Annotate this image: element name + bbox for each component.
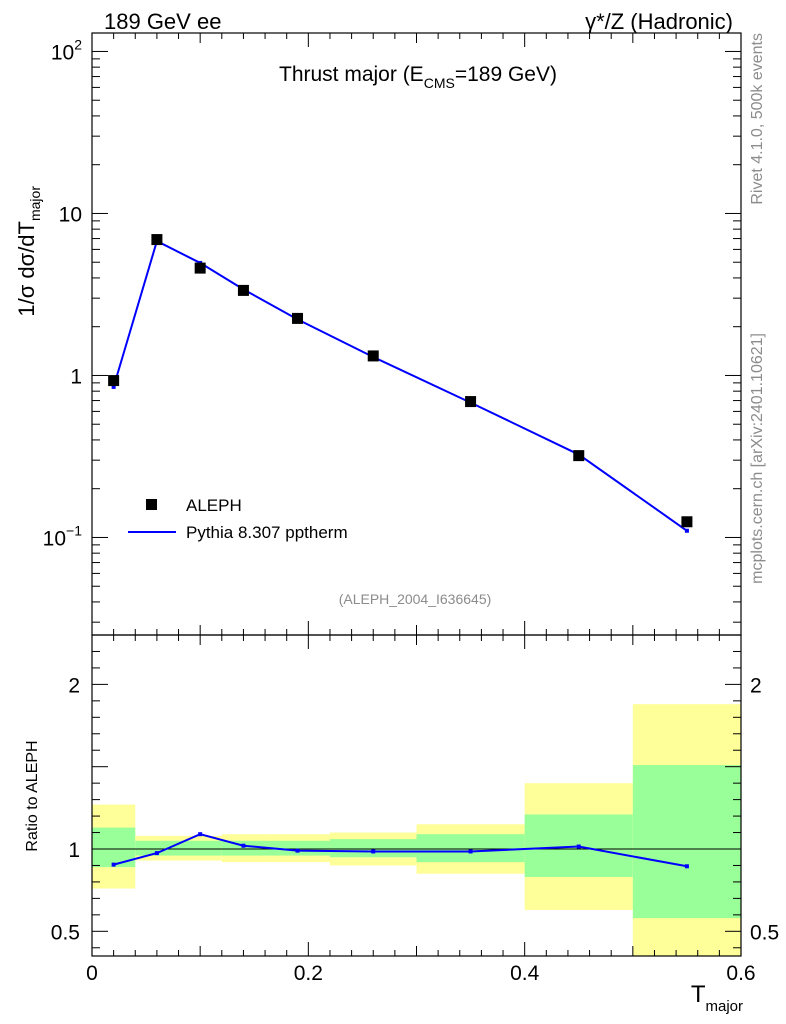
aleph-data-point [108, 375, 120, 387]
x-axis-label: Tmajor [691, 981, 743, 1015]
mc-curve [112, 239, 688, 532]
main-y-tick-label: 10 [59, 203, 82, 226]
ratio-y-axis-label: Ratio to ALEPH [24, 740, 41, 851]
mc-point [111, 384, 116, 389]
ylabel-main: 1/σ dσ/dT [14, 221, 39, 317]
inner-uncertainty-band [416, 834, 525, 863]
ratio-point [576, 844, 581, 849]
ratio-panel: 0.5 0.5 1 2 2 0 0.2 0.4 0.6 Ratio to ALEPH Tmaj… [24, 634, 779, 1015]
aleph-data-series [108, 234, 693, 528]
x-tick-labels: 0 0.2 0.4 0.6 [86, 962, 755, 985]
aleph-data-point [194, 262, 206, 274]
x-tick-label: 0 [86, 962, 98, 985]
ratio-point [154, 851, 159, 856]
ratio-y-tick-labels: 0.5 0.5 1 2 2 [51, 674, 779, 944]
ratio-point [684, 864, 689, 869]
main-plot-title: Thrust major (ECMS=189 GeV) [279, 63, 557, 91]
aleph-data-point [292, 312, 304, 324]
ratio-y-tick-label-left: 1 [68, 839, 80, 862]
aleph-data-point [237, 284, 249, 296]
aleph-data-point [681, 516, 693, 528]
uncertainty-bands [92, 704, 741, 956]
ratio-plot-frame [91, 634, 742, 957]
header-right-label: γ*/Z (Hadronic) [585, 9, 733, 34]
ratio-series [111, 832, 689, 869]
title-tail: =189 GeV) [455, 63, 557, 86]
ratio-y-tick-label-right: 2 [750, 674, 762, 697]
x-tick-label: 0.6 [726, 962, 755, 985]
main-y-tick-labels: 10−1 1 10 102 [43, 36, 83, 550]
ratio-point [111, 862, 116, 867]
inner-uncertainty-band [135, 840, 179, 856]
inner-uncertainty-band [329, 839, 417, 858]
main-plot-frame [91, 32, 742, 636]
xlabel-subscript: major [705, 998, 743, 1015]
ratio-point [468, 849, 473, 854]
inner-uncertainty-band [221, 840, 266, 856]
header-left-label: 189 GeV ee [104, 9, 221, 34]
mc-series [111, 239, 689, 533]
inner-uncertainty-band [632, 765, 741, 919]
inner-uncertainty-band [265, 840, 330, 856]
main-panel: Thrust major (ECMS=189 GeV) 1/σ dσ/dTmaj… [14, 32, 742, 636]
legend-data-label: ALEPH [186, 496, 242, 515]
main-y-tick-label: 10−1 [43, 522, 83, 550]
rivet-version-label: Rivet 4.1.0, 500k events [749, 33, 766, 205]
mcplots-label: mcplots.cern.ch [arXiv:2401.10621] [749, 333, 766, 584]
x-tick-label: 0.4 [510, 962, 540, 985]
inner-uncertainty-band [178, 840, 222, 856]
ratio-point [371, 849, 376, 854]
mc-point [684, 528, 689, 533]
title-subscript: CMS [424, 75, 455, 91]
aleph-data-point [573, 450, 585, 462]
analysis-tag: (ALEPH_2004_I636645) [339, 591, 492, 607]
ratio-y-tick-label-left: 2 [68, 674, 80, 697]
aleph-data-point [367, 350, 379, 362]
main-y-tick-label: 102 [51, 36, 82, 64]
aleph-data-point [151, 234, 163, 246]
main-y-tick-label: 1 [70, 365, 82, 388]
main-y-axis-label: 1/σ dσ/dTmajor [14, 186, 43, 317]
x-tick-label: 0.2 [294, 962, 323, 985]
title-main: Thrust major (E [279, 63, 424, 86]
legend-mc-label: Pythia 8.307 pptherm [186, 523, 348, 542]
aleph-data-point [465, 396, 477, 408]
legend-data-marker [146, 499, 157, 510]
main-axis-ticks [91, 33, 742, 635]
xlabel-main: T [691, 981, 706, 1008]
ratio-point [295, 848, 300, 853]
ratio-point [198, 832, 203, 837]
ylabel-subscript: major [27, 186, 43, 221]
ratio-y-tick-label-right: 0.5 [750, 921, 779, 944]
ratio-point [241, 843, 246, 848]
ratio-y-tick-label-left: 0.5 [51, 921, 80, 944]
legend: ALEPH Pythia 8.307 pptherm [128, 496, 348, 542]
